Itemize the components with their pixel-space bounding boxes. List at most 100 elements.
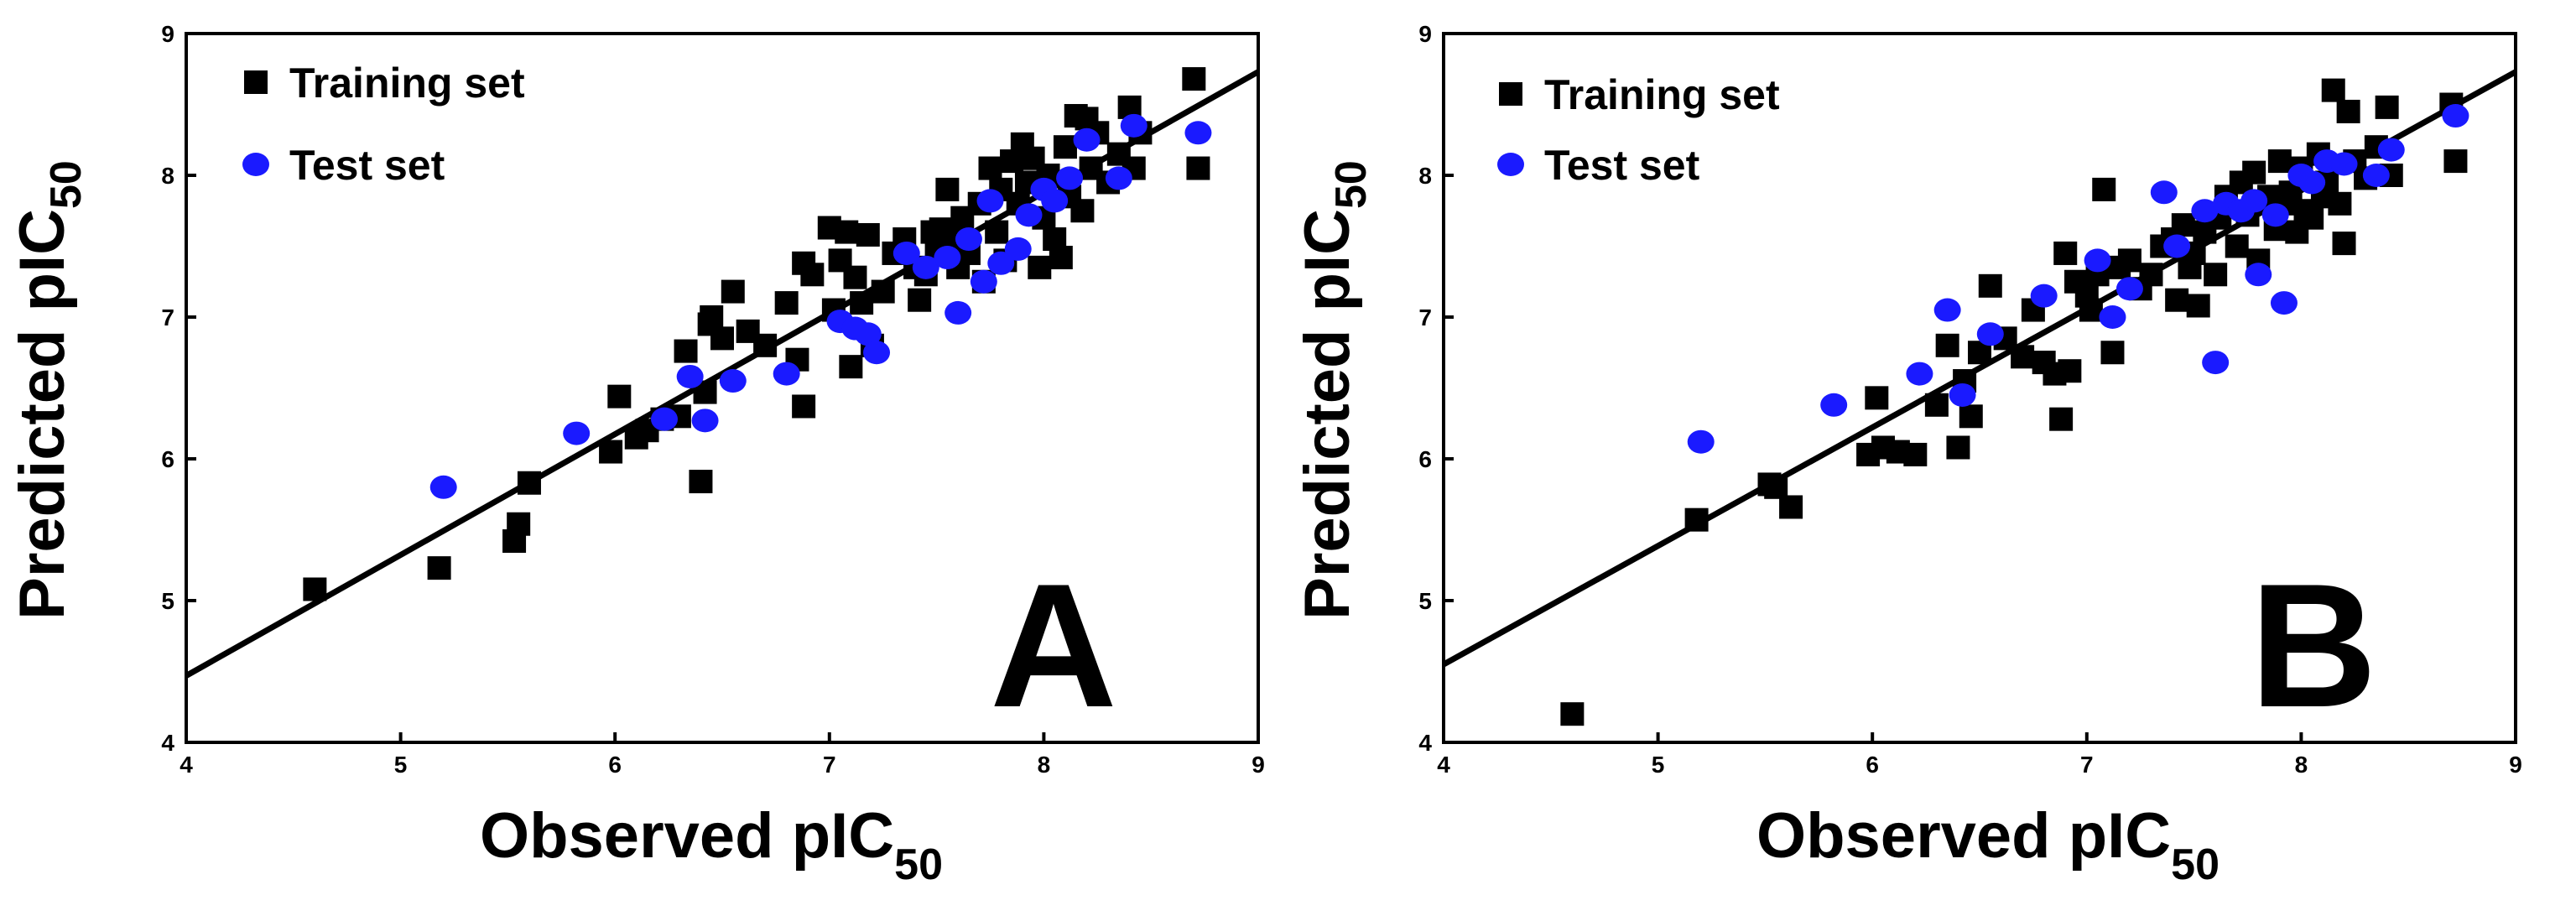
chart-a-test-point xyxy=(863,341,891,365)
chart-a-test-point xyxy=(1041,189,1069,213)
chart-a-test-point xyxy=(934,246,961,270)
chart-b-x-axis-title-sub: 50 xyxy=(2171,841,2220,889)
chart-a-legend-training-label: Training set xyxy=(289,60,525,107)
chart-a-x-tick-label: 5 xyxy=(394,752,408,778)
chart-a-training-point xyxy=(850,291,874,315)
chart-b-legend-training-label: Training set xyxy=(1544,71,1780,118)
chart-b-test-point xyxy=(2150,180,2178,205)
chart-a-training-point xyxy=(721,279,745,304)
chart-a-training-point xyxy=(1070,199,1095,223)
chart-a-training-point xyxy=(607,384,632,409)
chart-b-training-point xyxy=(1978,273,2002,298)
chart-panel-b: 4 5 6 7 8 9 4 5 6 7 8 9 Training set Test set B Observe… xyxy=(1288,0,2576,916)
chart-b-y-axis-title-main: Predicted pIC xyxy=(1292,209,1363,620)
chart-b-training-point xyxy=(2443,149,2468,174)
chart-b-x-tick-label: 6 xyxy=(1866,752,1879,778)
chart-b-training-point xyxy=(1865,386,1889,410)
chart-a-training-point xyxy=(978,156,1002,180)
chart-a-training-point xyxy=(839,355,863,379)
chart-b-y-tick-label: 5 xyxy=(1418,588,1432,614)
chart-b-legend-test-marker xyxy=(1497,153,1524,176)
chart-b-training-point xyxy=(1764,475,1788,499)
chart-b-test-point xyxy=(1820,393,1848,417)
chart-b-x-tick-label: 9 xyxy=(2509,752,2522,778)
chart-b-series-test xyxy=(1687,104,2469,454)
chart-b-test-point xyxy=(1933,298,1961,322)
chart-a-training-point xyxy=(774,291,799,315)
chart-a-training-point xyxy=(1182,67,1206,91)
chart-a-y-axis-title-main: Predicted pIC xyxy=(7,209,78,620)
chart-b-training-point xyxy=(1959,404,1983,429)
chart-b-x-tick-label: 4 xyxy=(1437,752,1450,778)
chart-a-training-point xyxy=(1053,135,1077,159)
chart-a-test-point xyxy=(955,227,982,252)
chart-b-y-axis-title: Predicted pIC50 xyxy=(1292,160,1376,620)
chart-a-training-point xyxy=(700,305,724,329)
chart-panel-a: 4 5 6 7 8 9 4 5 6 7 8 9 Training set Test set A Observe… xyxy=(7,21,1265,889)
chart-a-panel-label: A xyxy=(990,547,1117,744)
chart-b-series-training xyxy=(1560,78,2468,726)
chart-b-test-point xyxy=(2163,234,2191,258)
chart-b-test-point xyxy=(2442,104,2469,128)
chart-b-test-point xyxy=(1687,429,1715,454)
chart-b-training-point xyxy=(2100,341,2125,365)
chart-b-training-point xyxy=(2011,345,2035,369)
chart-b-y-tick-label: 8 xyxy=(1418,163,1432,189)
chart-b-legend: Training set Test set xyxy=(1497,71,1780,189)
chart-a-y-tick-label: 9 xyxy=(161,21,174,47)
chart-b-training-point xyxy=(2053,241,2078,265)
chart-a-legend-test-marker xyxy=(242,153,269,176)
chart-b-test-point xyxy=(1949,383,1976,407)
chart-a-training-point xyxy=(856,222,880,247)
chart-a-legend-training-marker xyxy=(244,70,268,94)
chart-a-x-axis-title-main: Observed pIC xyxy=(480,800,894,872)
chart-a-test-point xyxy=(912,255,939,279)
chart-b-test-point xyxy=(2240,189,2268,213)
chart-a-x-tick-label: 9 xyxy=(1252,752,1265,778)
chart-a-training-point xyxy=(800,263,825,287)
chart-b-test-point xyxy=(2191,199,2219,223)
chart-b-training-point xyxy=(2092,177,2116,201)
chart-a-test-point xyxy=(1073,128,1101,152)
chart-b-y-axis-title-sub: 50 xyxy=(1327,160,1376,209)
chart-a-test-point xyxy=(854,322,882,346)
chart-b-panel-label: B xyxy=(2250,547,2377,744)
chart-b-test-point xyxy=(2115,277,2143,301)
chart-b-training-point xyxy=(1560,702,1585,726)
chart-a-x-tick-label: 8 xyxy=(1038,752,1051,778)
chart-a-test-point xyxy=(1004,237,1032,261)
chart-a-svg: 4 5 6 7 8 9 4 5 6 7 8 9 Training set Test set A Observe… xyxy=(7,21,1265,889)
chart-a-x-tick-label: 7 xyxy=(823,752,836,778)
chart-b-training-point xyxy=(1924,393,1949,417)
chart-a-test-point xyxy=(970,269,997,294)
chart-b-test-point xyxy=(2261,203,2289,227)
chart-b-training-point xyxy=(2332,232,2356,256)
chart-a-training-point xyxy=(710,326,734,351)
chart-a-series-test xyxy=(429,113,1212,499)
chart-a-training-point xyxy=(303,577,327,601)
chart-b-y-tick-label: 9 xyxy=(1418,21,1432,47)
chart-b-training-point xyxy=(2375,95,2399,119)
chart-b-training-point xyxy=(2079,298,2103,322)
chart-a-training-point xyxy=(689,470,713,494)
chart-b-test-point xyxy=(2084,248,2111,273)
chart-b-training-point xyxy=(2171,213,2195,237)
chart-a-training-point xyxy=(674,339,698,363)
chart-b-training-point xyxy=(2321,78,2345,102)
chart-b-x-axis-title-main: Observed pIC xyxy=(1756,800,2171,872)
chart-a-training-point xyxy=(835,220,859,244)
chart-a-y-tick-label: 7 xyxy=(161,304,174,330)
chart-b-training-point xyxy=(2204,263,2228,287)
chart-b-test-point xyxy=(2330,152,2358,176)
chart-b-x-axis-title: Observed pIC50 xyxy=(1756,800,2220,889)
chart-a-y-tick-label: 5 xyxy=(161,588,174,614)
chart-a-training-point xyxy=(985,220,1009,244)
chart-a-test-point xyxy=(1184,121,1212,145)
chart-b-training-point xyxy=(2139,263,2163,287)
chart-b-test-point xyxy=(2030,284,2058,308)
chart-a-test-point xyxy=(945,300,972,325)
chart-a-test-point xyxy=(987,251,1015,275)
chart-a-y-axis-title-sub: 50 xyxy=(42,160,91,209)
chart-a-test-point xyxy=(691,409,719,433)
chart-a-training-point xyxy=(599,440,623,464)
